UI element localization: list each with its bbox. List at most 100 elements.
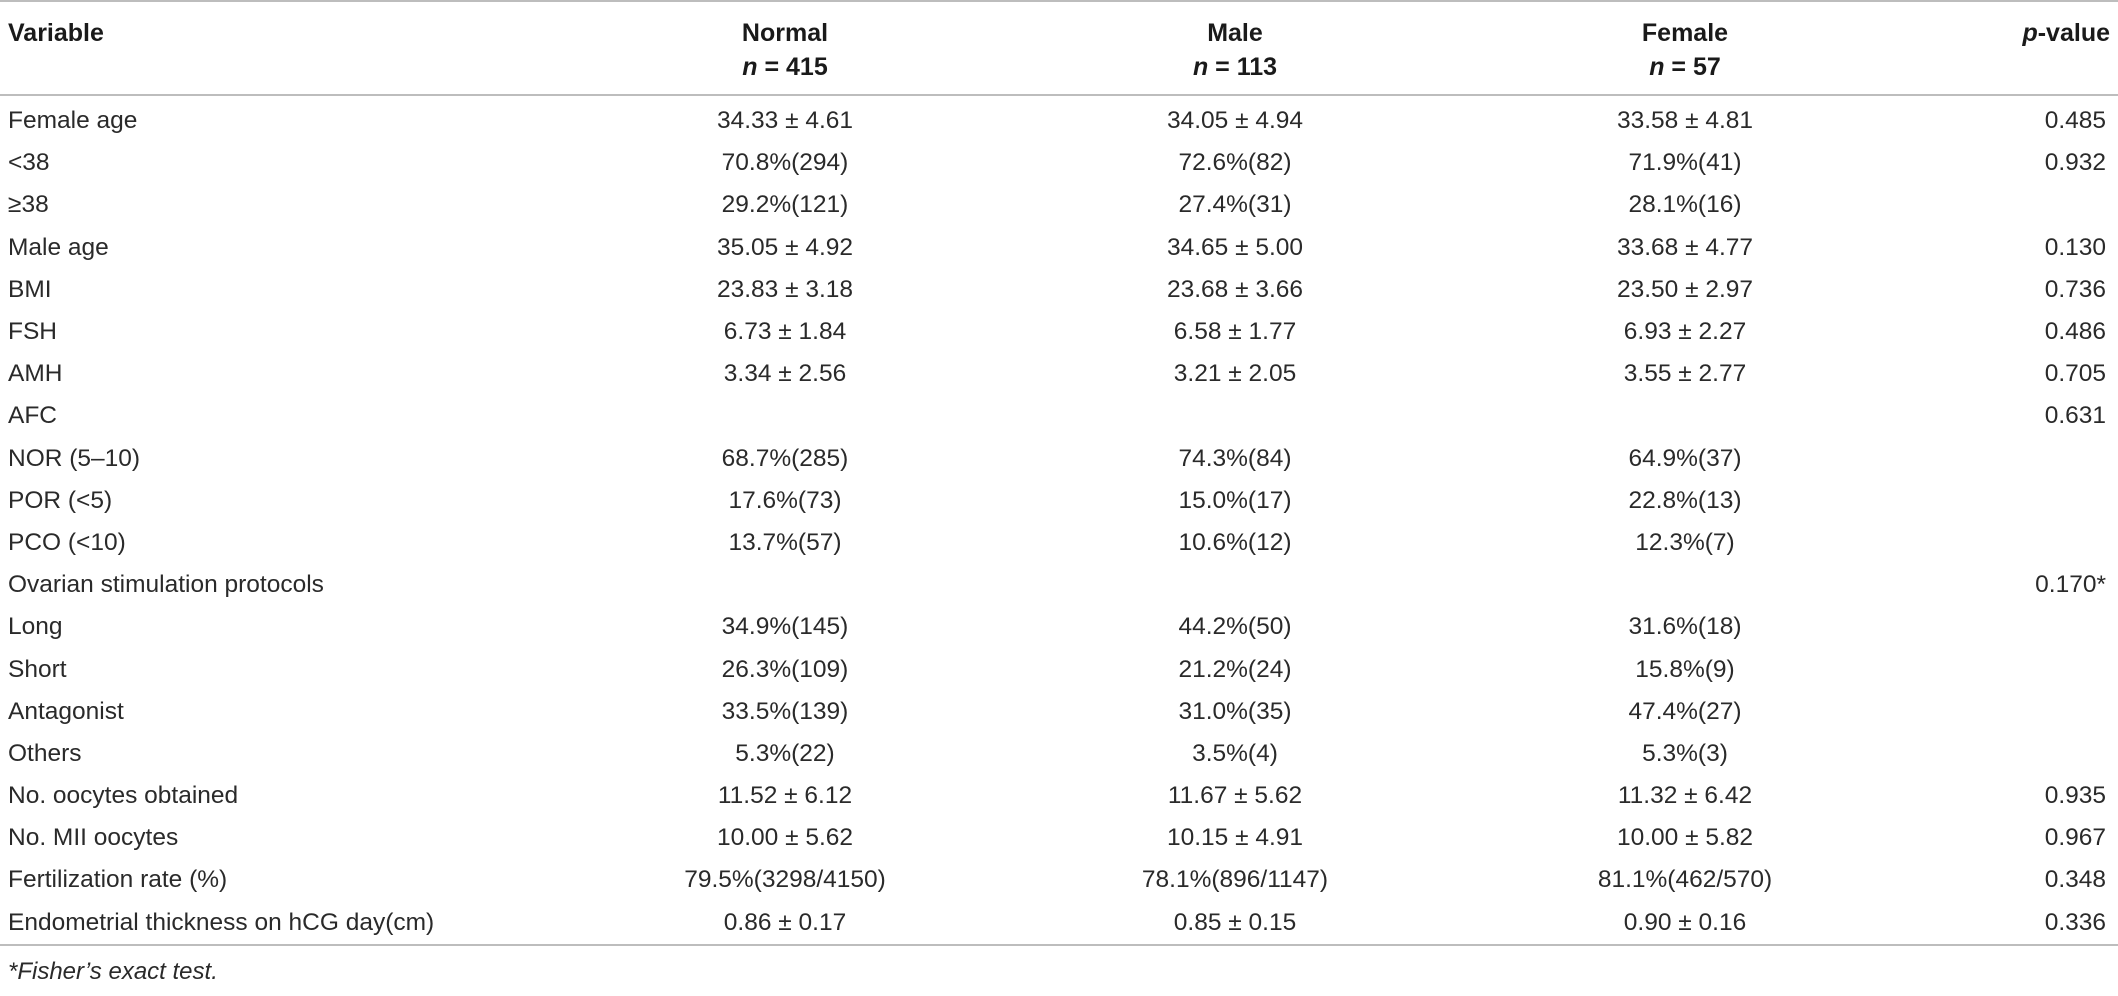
cell-male: 10.15 ± 4.91 bbox=[1166, 824, 1304, 852]
header-normal-label: Normal bbox=[741, 19, 829, 47]
cell-normal: 34.9%(145) bbox=[721, 613, 849, 641]
cell-p-value bbox=[1910, 691, 2118, 733]
header-female-label: Female bbox=[1641, 19, 1729, 47]
data-table: Variable Normal n = 415 Male n = 113 Fem… bbox=[0, 0, 2118, 946]
cell-normal: 23.83 ± 3.18 bbox=[716, 275, 854, 303]
cell-normal: 70.8%(294) bbox=[721, 149, 849, 177]
cell-normal: 79.5%(3298/4150) bbox=[684, 866, 886, 894]
cell-female: 23.50 ± 2.97 bbox=[1616, 275, 1754, 303]
header-male-n: n = 113 bbox=[1010, 50, 1460, 84]
cell-p-value bbox=[1910, 184, 2118, 226]
cell-female: 81.1%(462/570) bbox=[1597, 866, 1773, 894]
cell-male bbox=[1010, 564, 1460, 606]
header-p-value: p-value bbox=[1910, 0, 2118, 96]
cell-p-value: 0.967 bbox=[2044, 824, 2106, 852]
cell-female bbox=[1460, 564, 1910, 606]
cell-p-value: 0.705 bbox=[2044, 360, 2106, 388]
table-row: PCO (<10) 13.7%(57) 10.6%(12) 12.3%(7) bbox=[0, 522, 2118, 564]
cell-male: 15.0%(17) bbox=[1178, 486, 1292, 514]
table-row: BMI 23.83 ± 3.18 23.68 ± 3.66 23.50 ± 2.97 0… bbox=[0, 269, 2118, 311]
cell-female: 47.4%(27) bbox=[1628, 697, 1742, 725]
header-female-n-symbol: n bbox=[1649, 53, 1665, 81]
cell-male: 74.3%(84) bbox=[1178, 444, 1292, 472]
cell-normal: 10.00 ± 5.62 bbox=[716, 824, 854, 852]
cell-male: 11.67 ± 5.62 bbox=[1167, 782, 1303, 810]
cell-female: 6.93 ± 2.27 bbox=[1623, 318, 1747, 346]
cell-variable: No. oocytes obtained bbox=[8, 782, 239, 810]
cell-male: 34.05 ± 4.94 bbox=[1166, 107, 1304, 135]
table-row: Male age 35.05 ± 4.92 34.65 ± 5.00 33.68 ± … bbox=[0, 227, 2118, 269]
cell-male bbox=[1010, 395, 1460, 437]
table-container: Variable Normal n = 415 Male n = 113 Fem… bbox=[0, 0, 2118, 946]
cell-female: 33.58 ± 4.81 bbox=[1616, 107, 1754, 135]
cell-male: 21.2%(24) bbox=[1178, 655, 1292, 683]
cell-normal bbox=[560, 564, 1010, 606]
table-row: Short 26.3%(109) 21.2%(24) 15.8%(9) bbox=[0, 648, 2118, 690]
cell-male: 3.5%(4) bbox=[1192, 739, 1278, 767]
cell-p-value bbox=[1910, 648, 2118, 690]
cell-p-value: 0.336 bbox=[1910, 901, 2118, 946]
table-row: ≥38 29.2%(121) 27.4%(31) 28.1%(16) bbox=[0, 184, 2118, 226]
cell-female: 5.3%(3) bbox=[1642, 739, 1728, 767]
header-row: Variable Normal n = 415 Male n = 113 Fem… bbox=[0, 0, 2118, 96]
header-male-n-value: = 113 bbox=[1208, 53, 1278, 81]
table-row: No. oocytes obtained 11.52 ± 6.12 11.67 ± … bbox=[0, 775, 2118, 817]
header-male: Male n = 113 bbox=[1010, 0, 1460, 96]
cell-p-value: 0.631 bbox=[2044, 402, 2106, 430]
cell-male: 3.21 ± 2.05 bbox=[1173, 360, 1297, 388]
cell-variable: <38 bbox=[8, 149, 50, 177]
table-row: FSH 6.73 ± 1.84 6.58 ± 1.77 6.93 ± 2.27 0.48… bbox=[0, 311, 2118, 353]
cell-male: 72.6%(82) bbox=[1178, 149, 1292, 177]
header-variable-label: Variable bbox=[8, 19, 104, 47]
table-row: Ovarian stimulation protocols 0.170* bbox=[0, 564, 2118, 606]
table-body: Female age 34.33 ± 4.61 34.05 ± 4.94 33.58 … bbox=[0, 95, 2118, 946]
cell-male: 34.65 ± 5.00 bbox=[1166, 233, 1304, 261]
cell-variable: FSH bbox=[8, 318, 57, 346]
header-normal-n: n = 415 bbox=[560, 50, 1010, 84]
cell-female: 64.9%(37) bbox=[1628, 444, 1742, 472]
cell-female bbox=[1460, 395, 1910, 437]
cell-male: 27.4%(31) bbox=[1178, 191, 1292, 219]
cell-female: 71.9%(41) bbox=[1628, 149, 1742, 177]
table-row: Long 34.9%(145) 44.2%(50) 31.6%(18) bbox=[0, 606, 2118, 648]
table-row: AFC 0.631 bbox=[0, 395, 2118, 437]
cell-variable: BMI bbox=[8, 275, 52, 303]
cell-variable: Antagonist bbox=[8, 697, 124, 725]
table-row: No. MII oocytes 10.00 ± 5.62 10.15 ± 4.91 1… bbox=[0, 817, 2118, 859]
table-row: POR (<5) 17.6%(73) 15.0%(17) 22.8%(13) bbox=[0, 480, 2118, 522]
cell-normal: 26.3%(109) bbox=[721, 655, 849, 683]
cell-normal: 68.7%(285) bbox=[721, 444, 849, 472]
cell-variable: No. MII oocytes bbox=[8, 824, 179, 852]
cell-male: 44.2%(50) bbox=[1178, 613, 1292, 641]
cell-variable: NOR (5–10) bbox=[8, 444, 141, 472]
cell-p-value: 0.736 bbox=[2044, 275, 2106, 303]
cell-female: 33.68 ± 4.77 bbox=[1616, 233, 1754, 261]
cell-male: 23.68 ± 3.66 bbox=[1166, 275, 1304, 303]
cell-variable: PCO (<10) bbox=[8, 528, 126, 556]
cell-female: 12.3%(7) bbox=[1635, 528, 1735, 556]
cell-normal: 0.86 ± 0.17 bbox=[560, 901, 1010, 946]
cell-female: 11.32 ± 6.42 bbox=[1617, 782, 1753, 810]
cell-male: 6.58 ± 1.77 bbox=[1173, 318, 1297, 346]
header-female-n: n = 57 bbox=[1460, 50, 1910, 84]
table-row: Female age 34.33 ± 4.61 34.05 ± 4.94 33.58 … bbox=[0, 95, 2118, 142]
cell-variable: AFC bbox=[8, 402, 57, 430]
cell-variable: Short bbox=[8, 655, 67, 683]
cell-variable: Female age bbox=[8, 107, 138, 135]
table-row: NOR (5–10) 68.7%(285) 74.3%(84) 64.9%(37) bbox=[0, 438, 2118, 480]
cell-normal: 13.7%(57) bbox=[728, 528, 842, 556]
header-p-rest: -value bbox=[2037, 19, 2110, 47]
cell-male: 10.6%(12) bbox=[1178, 528, 1292, 556]
cell-male: 31.0%(35) bbox=[1178, 697, 1292, 725]
cell-variable: Long bbox=[8, 613, 63, 641]
cell-normal: 5.3%(22) bbox=[735, 739, 835, 767]
cell-variable: Endometrial thickness on hCG day(cm) bbox=[0, 901, 560, 946]
cell-p-value bbox=[1910, 438, 2118, 480]
cell-female: 0.90 ± 0.16 bbox=[1460, 901, 1910, 946]
cell-variable: Others bbox=[8, 739, 82, 767]
cell-normal: 34.33 ± 4.61 bbox=[716, 107, 854, 135]
table-footnote: *Fisher’s exact test. bbox=[8, 958, 218, 985]
table-row: Antagonist 33.5%(139) 31.0%(35) 47.4%(27) bbox=[0, 691, 2118, 733]
table-row: Others 5.3%(22) 3.5%(4) 5.3%(3) bbox=[0, 733, 2118, 775]
cell-male: 0.85 ± 0.15 bbox=[1010, 901, 1460, 946]
